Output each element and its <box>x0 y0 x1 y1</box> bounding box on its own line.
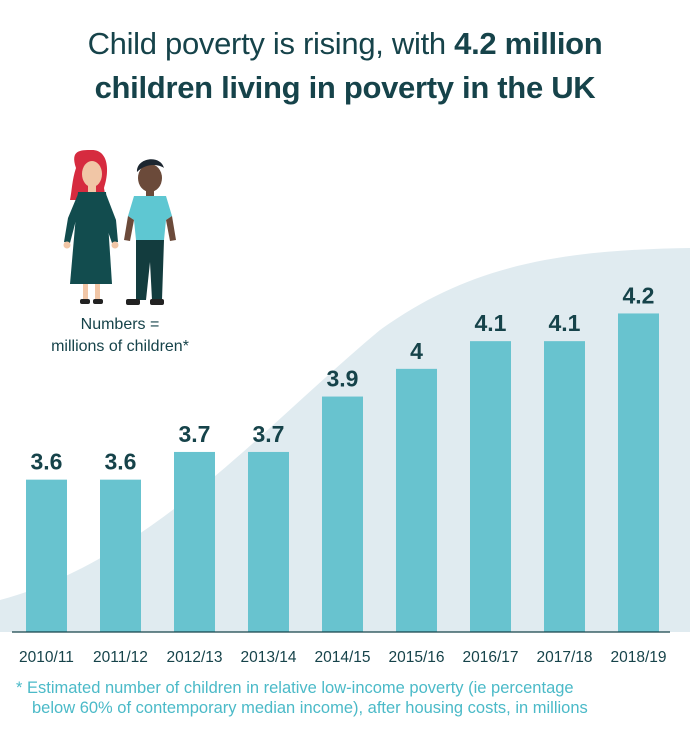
title-line-1: Child poverty is rising, with 4.2 millio… <box>0 22 690 66</box>
bar-2018-19 <box>618 313 659 632</box>
chart-title: Child poverty is rising, with 4.2 millio… <box>0 22 690 110</box>
x-tick-label: 2017/18 <box>536 649 592 666</box>
x-tick-label: 2016/17 <box>462 649 518 666</box>
bar-2014-15 <box>322 396 363 632</box>
value-label: 3.6 <box>105 449 137 475</box>
bar-2013-14 <box>248 451 289 632</box>
bar-2011-12 <box>100 479 141 632</box>
value-label: 3.9 <box>327 366 359 392</box>
value-label: 3.6 <box>31 449 63 475</box>
value-label: 4.2 <box>623 282 655 308</box>
units-note-line-1: Numbers = <box>80 316 160 333</box>
title-line-2: children living in poverty in the UK <box>0 66 690 110</box>
x-tick-label: 2018/19 <box>610 649 666 666</box>
value-label: 3.7 <box>179 421 211 447</box>
x-tick-label: 2010/11 <box>19 649 74 666</box>
footnote-line-2: below 60% of contemporary median income)… <box>32 699 588 717</box>
x-tick-label: 2013/14 <box>240 649 296 666</box>
footnote-line-1: * Estimated number of children in relati… <box>16 679 574 697</box>
illustration-children <box>63 150 176 305</box>
value-label: 4.1 <box>549 310 581 336</box>
boy-figure <box>124 159 176 305</box>
x-tick-label: 2012/13 <box>166 649 222 666</box>
bar-2016-17 <box>470 341 511 632</box>
bar-2012-13 <box>174 451 215 632</box>
footnote: * Estimated number of children in relati… <box>16 678 676 718</box>
title-highlight-2: children living in poverty in the UK <box>94 70 596 105</box>
title-highlight: 4.2 million <box>454 26 603 61</box>
value-label: 3.7 <box>253 421 285 447</box>
title-prefix: Child poverty is rising, with <box>87 26 455 61</box>
girl-figure <box>63 150 119 304</box>
bar-2010-11 <box>26 479 67 632</box>
bars: 3.6 2010/11 3.6 2011/12 3.7 2012/13 3.7 2013/14… <box>19 282 666 666</box>
value-label: 4.1 <box>475 310 507 336</box>
x-tick-label: 2014/15 <box>314 649 370 666</box>
bar-2015-16 <box>396 368 437 632</box>
value-label: 4 <box>410 338 423 364</box>
units-note-line-2: millions of children* <box>51 338 189 355</box>
units-note: Numbers = millions of children* <box>20 314 220 358</box>
x-tick-label: 2015/16 <box>388 649 444 666</box>
x-tick-label: 2011/12 <box>93 649 148 666</box>
bar-2017-18 <box>544 341 585 632</box>
